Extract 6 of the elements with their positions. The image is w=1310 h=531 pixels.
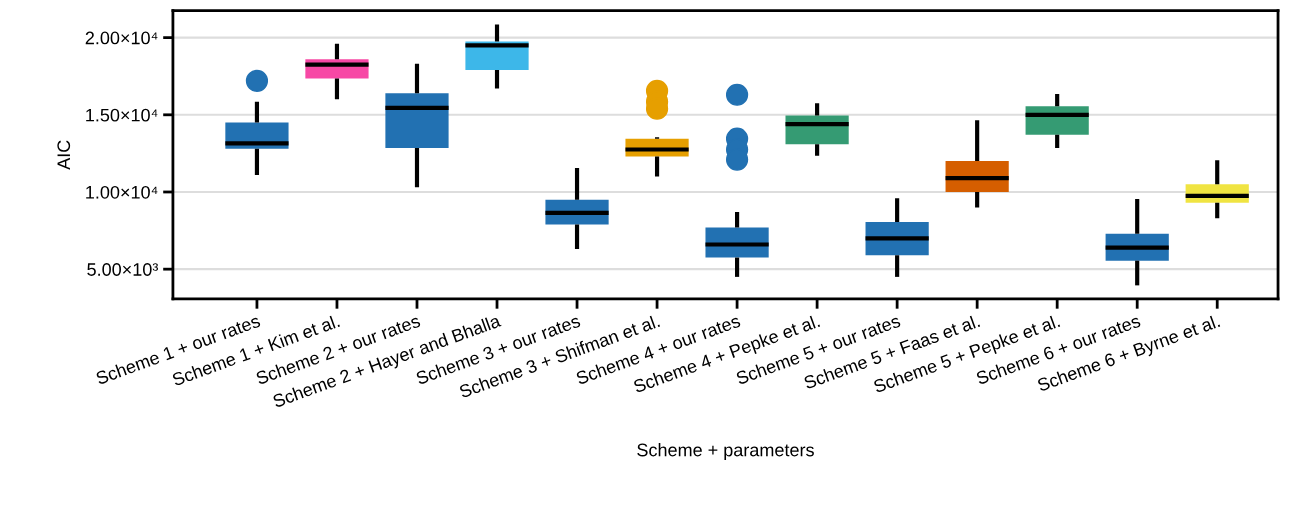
y-axis-title: AIC [57,140,71,170]
x-axis-title: Scheme + parameters [637,443,814,460]
y-tick-label: 1.50×10⁴ [86,108,158,122]
y-tick-label: 1.00×10⁴ [86,185,158,199]
y-tick-label: 5.00×10³ [87,263,158,276]
y-tick-label: 2.00×10⁴ [85,31,158,45]
